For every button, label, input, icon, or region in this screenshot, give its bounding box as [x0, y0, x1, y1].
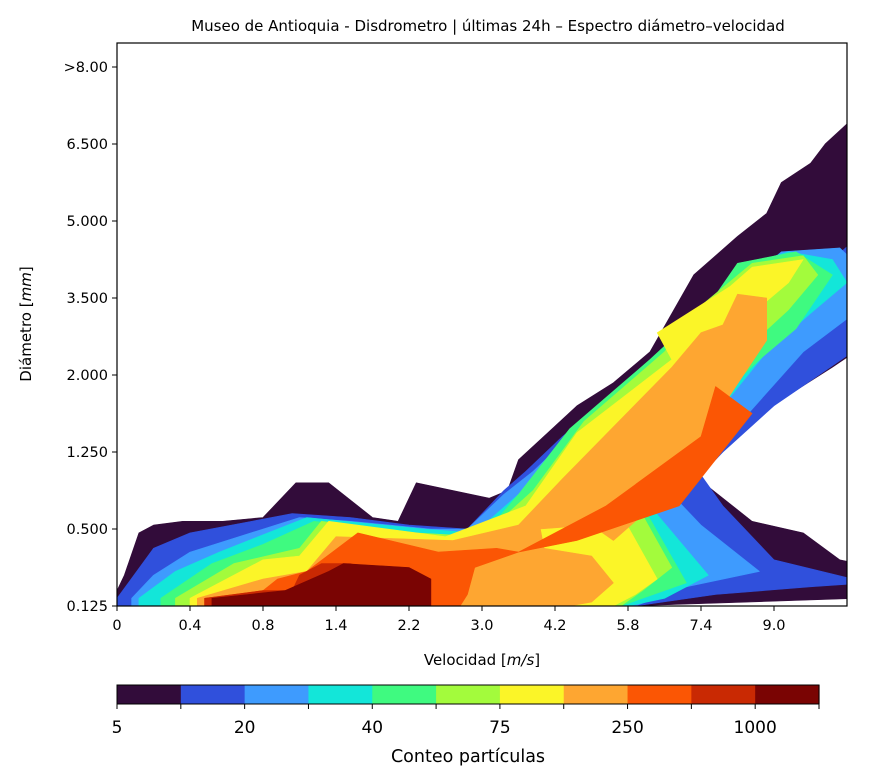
colorbar-tick-label: 20 [234, 718, 256, 738]
y-tick-label: 0.125 [66, 599, 108, 615]
colorbar-tick-label: 1000 [734, 718, 777, 738]
y-tick-label: 5.000 [66, 214, 108, 230]
colorbar-tick-label: 75 [489, 718, 511, 738]
colorbar-frame [116, 684, 820, 705]
x-tick-label: 4.2 [543, 618, 566, 634]
colorbar-segment [691, 685, 756, 704]
colorbar-ticks: 5 20 40 75 250 1000 [112, 704, 820, 738]
colorbar-segment [755, 685, 820, 704]
x-axis-label-unit: m/s [507, 651, 535, 669]
y-axis-label-suffix: ] [17, 266, 35, 272]
colorbar-segment [436, 685, 501, 704]
y-tick-label: 2.000 [66, 368, 108, 384]
contour-level-11 [211, 563, 432, 606]
colorbar-tick-label: 250 [611, 718, 643, 738]
colorbar-segment [244, 685, 310, 704]
chart-title: Museo de Antioquia - Disdrometro | últim… [191, 17, 785, 35]
contour-level-3 [131, 247, 847, 606]
colorbar-segment [499, 685, 565, 704]
colorbar-segment [372, 685, 437, 704]
x-axis-label: Velocidad [m/s] [424, 651, 540, 669]
colorbar-segment [308, 685, 373, 704]
x-tick-label: 0 [112, 618, 121, 634]
contour-fills [117, 123, 847, 606]
colorbar-tick-label: 40 [361, 718, 383, 738]
colorbar-segment [180, 685, 246, 704]
x-axis-label-prefix: Velocidad [ [424, 651, 507, 669]
x-tick-label: 5.8 [616, 618, 639, 634]
y-axis: 0.125 0.500 1.250 2.000 3.500 5.000 6.500 >8.00 [64, 60, 117, 615]
x-axis: 0 0.4 0.8 1.4 2.2 3.0 4.2 5.8 7.4 9.0 [112, 606, 786, 634]
y-tick-label: 3.500 [66, 291, 108, 307]
colorbar [117, 685, 820, 704]
x-tick-label: 2.2 [397, 618, 420, 634]
y-axis-label-prefix: Diámetro [ [17, 301, 35, 381]
y-axis-label-unit: mm [17, 272, 35, 301]
colorbar-segment [563, 685, 629, 704]
x-tick-label: 0.4 [178, 618, 201, 634]
x-axis-label-suffix: ] [534, 651, 540, 669]
y-tick-label: 6.500 [66, 137, 108, 153]
x-tick-label: 9.0 [762, 618, 785, 634]
x-tick-label: 0.8 [251, 618, 274, 634]
x-tick-label: 3.0 [470, 618, 493, 634]
x-tick-label: 1.4 [324, 618, 347, 634]
y-tick-label: >8.00 [64, 60, 108, 76]
colorbar-segment [627, 685, 692, 704]
y-tick-label: 1.250 [66, 445, 108, 461]
contour-level-9 [204, 386, 753, 606]
colorbar-segment [117, 685, 182, 704]
x-tick-label: 7.4 [689, 618, 712, 634]
y-tick-label: 0.500 [66, 522, 108, 538]
colorbar-label: Conteo partículas [391, 747, 545, 767]
colorbar-tick-label: 5 [112, 718, 123, 738]
y-axis-label: Diámetro [mm] [17, 266, 35, 381]
